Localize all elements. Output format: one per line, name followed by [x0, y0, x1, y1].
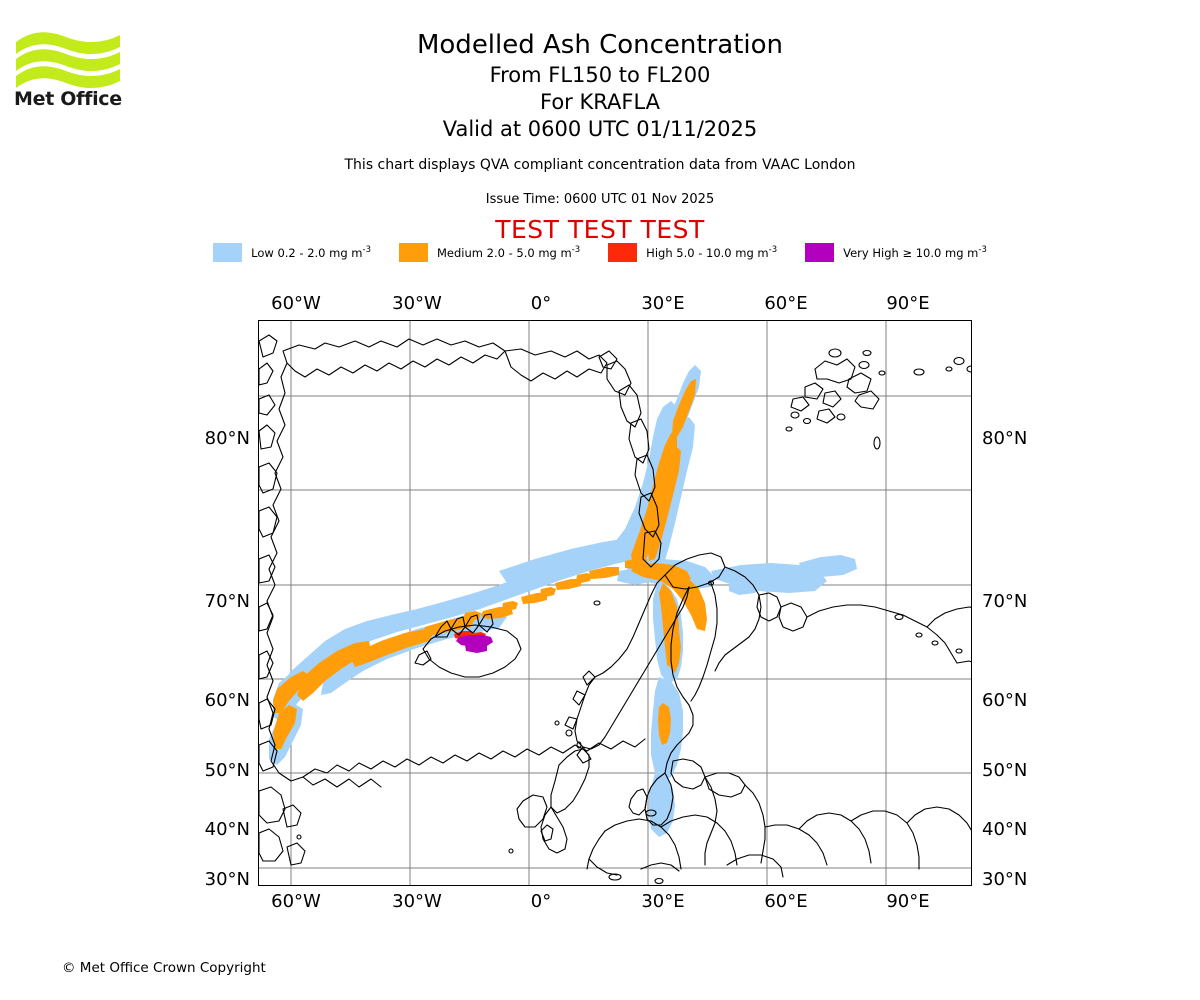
coastlines — [259, 334, 971, 885]
page-title: Modelled Ash Concentration — [416, 30, 784, 60]
flight-level-subtitle: From FL150 to FL200 — [489, 63, 711, 87]
lat-tick-label: 70°N — [204, 591, 250, 612]
lat-tick-label: 80°N — [204, 428, 250, 449]
legend-label: Very High ≥ 10.0 mg m-3 — [843, 245, 987, 260]
lat-tick-label: 50°N — [204, 760, 250, 781]
legend-swatch — [213, 243, 243, 262]
legend-swatch — [398, 243, 428, 262]
volcano-subtitle: For KRAFLA — [540, 90, 660, 114]
lon-tick-label: 60°W — [271, 293, 321, 314]
lon-tick-label: 0° — [530, 891, 552, 912]
ash-plume-medium — [273, 379, 707, 749]
lat-tick-label: 40°N — [204, 819, 250, 840]
lat-tick-label: 40°N — [982, 819, 1028, 840]
lat-tick-label: 80°N — [982, 428, 1028, 449]
legend-label: Medium 2.0 - 5.0 mg m-3 — [436, 245, 581, 260]
qva-note: This chart displays QVA compliant concen… — [344, 157, 856, 173]
graticule — [259, 321, 971, 885]
lon-tick-label: 60°W — [271, 891, 321, 912]
lon-tick-label: 60°E — [764, 891, 808, 912]
concentration-legend: Low 0.2 - 2.0 mg m-3 Medium 2.0 - 5.0 mg … — [0, 243, 1200, 262]
map-plot-area[interactable] — [258, 320, 972, 886]
valid-time-subtitle: Valid at 0600 UTC 01/11/2025 — [442, 117, 758, 141]
legend-label: High 5.0 - 10.0 mg m-3 — [646, 245, 778, 260]
lat-tick-label: 70°N — [982, 591, 1028, 612]
legend-swatch — [608, 243, 638, 262]
test-banner: TEST TEST TEST — [495, 215, 705, 244]
lat-tick-label: 30°N — [204, 869, 250, 890]
met-office-logo — [14, 28, 124, 113]
copyright-notice: © Met Office Crown Copyright — [62, 960, 266, 976]
lat-tick-label: 30°N — [982, 869, 1028, 890]
lat-tick-label: 60°N — [982, 690, 1028, 711]
lon-tick-label: 30°W — [392, 293, 442, 314]
legend-item: Low 0.2 - 2.0 mg m-3 — [213, 243, 371, 262]
lon-tick-label: 0° — [530, 293, 552, 314]
lon-tick-label: 90°E — [886, 891, 930, 912]
lon-tick-label: 30°W — [392, 891, 442, 912]
lat-tick-label: 60°N — [204, 690, 250, 711]
ash-plume-low — [269, 365, 857, 837]
issue-time: Issue Time: 0600 UTC 01 Nov 2025 — [485, 192, 715, 207]
lat-tick-label: 50°N — [982, 760, 1028, 781]
legend-item: High 5.0 - 10.0 mg m-3 — [608, 243, 777, 262]
lon-tick-label: 60°E — [764, 293, 808, 314]
legend-label: Low 0.2 - 2.0 mg m-3 — [251, 245, 371, 260]
lon-tick-label: 90°E — [886, 293, 930, 314]
ash-plume-very-high — [456, 635, 493, 653]
legend-item: Medium 2.0 - 5.0 mg m-3 — [398, 243, 581, 262]
legend-item: Very High ≥ 10.0 mg m-3 — [805, 243, 987, 262]
lon-tick-label: 30°E — [641, 293, 685, 314]
lon-tick-label: 30°E — [641, 891, 685, 912]
met-office-wordmark: Met Office — [14, 88, 122, 110]
legend-swatch — [805, 243, 835, 262]
